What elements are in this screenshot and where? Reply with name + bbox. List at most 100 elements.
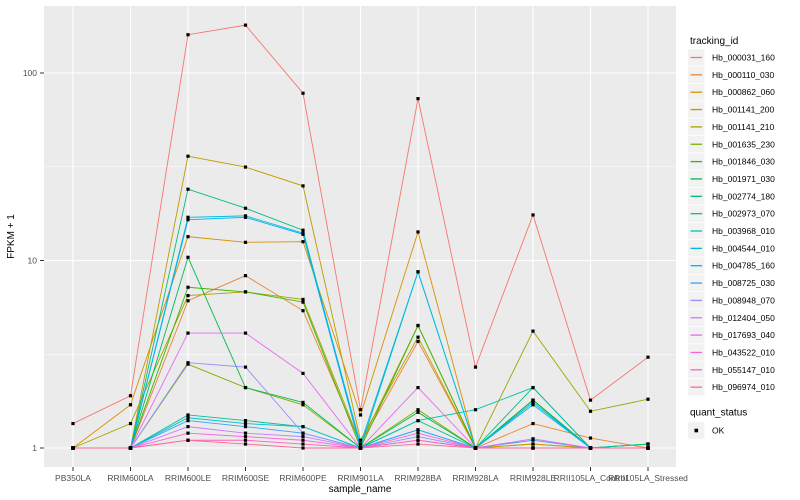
x-tick-label: RRII105LA_Stressed: [608, 473, 688, 483]
data-point: [186, 419, 190, 423]
data-point: [473, 365, 478, 369]
data-point: [243, 206, 248, 210]
data-point: [243, 215, 248, 219]
data-point: [186, 361, 190, 365]
data-point: [301, 446, 305, 450]
data-point: [473, 408, 478, 412]
legend-title: tracking_id: [690, 36, 738, 47]
data-point: [531, 329, 535, 333]
data-point: [531, 403, 535, 407]
data-point: [301, 403, 305, 407]
data-point: [358, 438, 363, 442]
data-point: [301, 300, 305, 304]
legend-entry-label: Hb_000862_060: [712, 87, 775, 97]
data-point: [531, 442, 535, 446]
y-tick-label: 100: [23, 68, 37, 78]
data-point: [301, 442, 305, 446]
data-point: [301, 297, 305, 302]
point-legend-label: OK: [712, 426, 725, 436]
legend-entry-label: Hb_000110_030: [712, 70, 775, 80]
data-point: [416, 419, 420, 423]
data-point: [128, 421, 133, 426]
y-tick-label: 1: [32, 443, 37, 453]
data-point: [588, 398, 593, 402]
data-point: [186, 438, 190, 442]
data-point: [186, 255, 190, 259]
data-point: [243, 23, 248, 27]
data-point: [128, 446, 133, 450]
data-point: [186, 425, 190, 429]
data-point: [416, 97, 420, 101]
data-point: [243, 431, 248, 435]
legend-entry-label: Hb_001141_210: [712, 122, 775, 132]
legend-entry-label: Hb_017693_040: [712, 330, 775, 340]
data-point: [416, 323, 420, 328]
data-point: [301, 400, 305, 405]
x-tick-label: RRIM928BA: [394, 473, 442, 483]
data-point: [301, 184, 305, 188]
data-point: [186, 235, 190, 239]
data-point: [301, 232, 305, 236]
y-axis-title: FPKM + 1: [6, 214, 17, 259]
x-tick-label: RRIM600LE: [165, 473, 212, 483]
data-point: [186, 331, 190, 335]
data-point: [646, 446, 650, 450]
data-point: [588, 446, 593, 450]
data-point: [531, 400, 535, 405]
data-point: [416, 270, 420, 274]
legend-entry-label: Hb_002774_180: [712, 191, 775, 201]
legend-entry-label: Hb_004544_010: [712, 243, 775, 253]
data-point: [243, 165, 248, 169]
legend-entry-label: Hb_004785_160: [712, 261, 775, 271]
data-point: [301, 309, 305, 313]
legend-entry-label: Hb_012404_050: [712, 313, 775, 323]
legend-entry-label: Hb_096974_010: [712, 382, 775, 392]
point-legend-marker: [694, 428, 699, 433]
data-point: [186, 33, 190, 37]
data-point: [243, 421, 248, 426]
data-point: [301, 425, 305, 429]
data-point: [186, 187, 190, 191]
data-point: [588, 436, 593, 440]
x-axis-title: sample_name: [329, 484, 392, 495]
data-point: [473, 446, 478, 450]
data-point: [416, 335, 420, 339]
data-point: [358, 446, 363, 450]
legend-entry-label: Hb_043522_010: [712, 347, 775, 357]
y-tick-label: 10: [28, 256, 38, 266]
data-point: [416, 410, 420, 414]
data-point: [416, 230, 420, 234]
data-point: [243, 435, 248, 439]
legend-entry-label: Hb_055147_010: [712, 365, 775, 375]
data-point: [301, 431, 305, 435]
data-point: [186, 431, 190, 435]
x-tick-label: RRIM901LA: [337, 473, 384, 483]
data-point: [186, 154, 190, 158]
data-point: [416, 442, 420, 446]
data-point: [301, 228, 305, 232]
data-point: [358, 442, 363, 446]
data-point: [358, 408, 363, 412]
data-point: [416, 339, 420, 344]
data-point: [588, 409, 593, 413]
legend-entry-label: Hb_008725_030: [712, 278, 775, 288]
data-point: [186, 299, 190, 303]
legend-entry-label: Hb_001971_030: [712, 174, 775, 184]
data-point: [243, 290, 248, 294]
legend-entry-label: Hb_000031_160: [712, 53, 775, 63]
legend-entry-label: Hb_001635_230: [712, 139, 775, 149]
data-point: [301, 438, 305, 442]
data-point: [358, 413, 363, 417]
data-point: [416, 435, 420, 439]
legend-entry-label: Hb_008948_070: [712, 295, 775, 305]
data-point: [186, 285, 190, 289]
legend-entry-label: Hb_001141_200: [712, 105, 775, 115]
legend-entry-label: Hb_003968_010: [712, 226, 775, 236]
data-point: [243, 385, 248, 390]
data-point: [416, 431, 420, 435]
data-point: [186, 218, 190, 222]
data-point: [243, 365, 248, 369]
data-point: [186, 215, 190, 219]
